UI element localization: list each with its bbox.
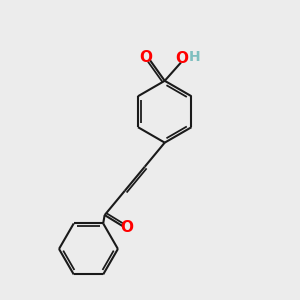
Text: H: H [188,50,200,64]
Text: O: O [140,50,153,65]
Text: O: O [120,220,133,235]
Text: O: O [175,51,188,66]
